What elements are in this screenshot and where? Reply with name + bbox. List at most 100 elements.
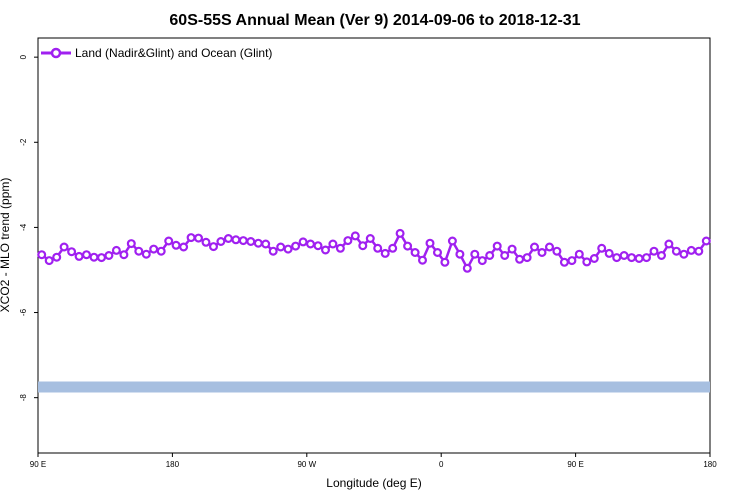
data-point [201,237,211,247]
data-point [559,257,569,267]
data-point [447,236,457,246]
data-point [537,248,547,258]
data-point [552,246,562,256]
data-point [500,251,510,261]
data-point [126,239,136,249]
data-point [694,246,704,256]
data-point [253,238,263,248]
data-point [81,250,91,260]
x-tick-label: 90 E [567,460,583,469]
data-point [171,240,181,250]
data-point [74,251,84,261]
data-point [179,242,189,252]
legend: Land (Nadir&Glint) and Ocean (Glint) [41,46,272,60]
data-point [462,263,472,273]
data-point [373,243,383,253]
data-point [425,238,435,248]
data-point [649,246,659,256]
data-point [455,249,465,259]
data-point [582,257,592,267]
x-tick-label: 0 [439,460,444,469]
plot-area [37,37,711,454]
data-point [335,243,345,253]
data-point [403,241,413,251]
data-point [216,237,226,247]
x-tick-label: 180 [703,460,717,469]
data-point [544,242,554,252]
data-point [515,254,525,264]
series-layer [37,228,711,393]
data-point [604,248,614,258]
chart-title: 60S-55S Annual Mean (Ver 9) 2014-09-06 t… [169,12,580,29]
legend-label: Land (Nadir&Glint) and Ocean (Glint) [75,46,272,60]
data-point [433,248,443,258]
data-point [298,237,308,247]
data-point [612,253,622,263]
data-point [388,243,398,253]
data-point [358,241,368,251]
data-point [365,234,375,244]
data-point [634,254,644,264]
data-point [119,250,129,260]
x-tick-label: 180 [166,460,180,469]
data-point [418,255,428,265]
data-point [59,242,69,252]
data-point [223,234,233,244]
x-axis-label: Longitude (deg E) [326,476,421,490]
data-point [44,256,54,266]
x-axis: 90 E 180 90 W 0 90 E 180 [30,453,717,469]
data-point [664,239,674,249]
data-point [671,246,681,256]
data-point [238,236,248,246]
data-point [141,249,151,259]
data-point [67,247,77,257]
data-point [529,242,539,252]
data-point [37,250,47,260]
y-tick-label: -4 [19,223,28,231]
data-point [440,257,450,267]
data-point [686,245,696,255]
data-point [89,252,99,262]
data-point [574,249,584,259]
data-point [111,245,121,255]
data-point [492,241,502,251]
data-point [641,253,651,263]
data-point [231,235,241,245]
data-point [597,243,607,253]
data-point [52,252,62,262]
data-point [679,249,689,259]
data-point [291,241,301,251]
data-point [261,239,271,249]
data-point [156,246,166,256]
data-point [209,242,219,252]
data-point [522,253,532,263]
data-point [485,251,495,261]
data-point [410,248,420,258]
data-point [380,248,390,258]
y-tick-label: 0 [19,54,28,59]
y-axis: 0 -2 -4 -6 -8 [19,54,38,401]
y-tick-label: -2 [19,138,28,146]
data-point [268,246,278,256]
data-point [343,236,353,246]
data-point [328,239,338,249]
data-point [350,231,360,241]
y-axis-label: XCO2 - MLO trend (ppm) [0,178,12,313]
data-point [567,256,577,266]
data-point [134,246,144,256]
data-point [589,254,599,264]
data-point [276,242,286,252]
data-point [477,256,487,266]
data-point [194,233,204,243]
data-point [246,237,256,247]
x-tick-label: 90 E [30,460,46,469]
data-point [186,233,196,243]
legend-marker [50,47,62,59]
data-point [395,228,405,238]
x-tick-label: 90 W [297,460,316,469]
data-point [627,253,637,263]
data-point [701,236,711,246]
data-point [507,244,517,254]
data-point [656,251,666,261]
y-tick-label: -6 [19,308,28,316]
